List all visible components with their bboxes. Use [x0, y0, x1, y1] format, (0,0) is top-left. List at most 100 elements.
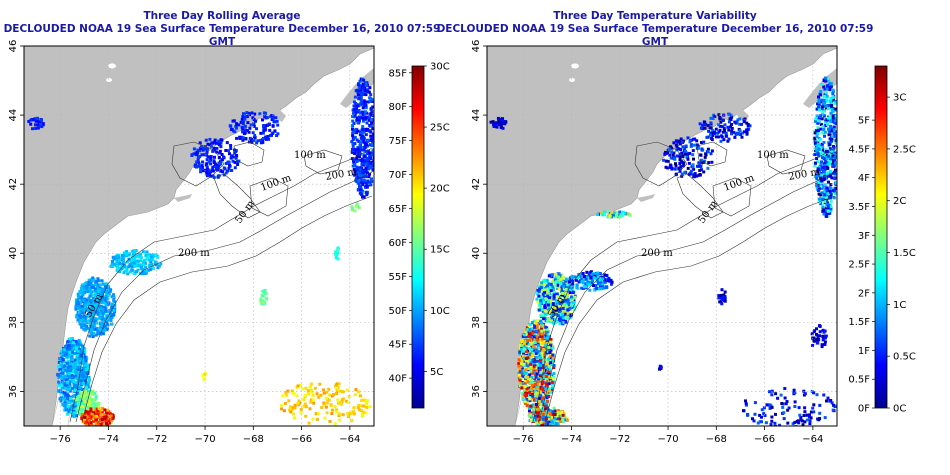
- sst-pixel: [517, 371, 521, 375]
- sst-pixel: [555, 295, 559, 299]
- sst-pixel: [83, 356, 87, 360]
- sst-pixel: [90, 413, 94, 416]
- sst-pixel: [98, 316, 102, 320]
- sst-pixel: [364, 159, 368, 163]
- sst-pixel: [309, 388, 313, 392]
- sst-pixel: [816, 160, 820, 164]
- sst-pixel: [824, 148, 828, 152]
- sst-pixel: [826, 211, 830, 215]
- sst-pixel: [259, 299, 263, 303]
- sst-pixel: [828, 137, 832, 141]
- sst-pixel: [81, 420, 85, 424]
- sst-pixel: [819, 179, 823, 183]
- sst-pixel: [829, 200, 833, 203]
- sst-pixel: [372, 156, 374, 159]
- sst-pixel: [100, 292, 104, 296]
- sst-pixel: [539, 394, 543, 398]
- sst-pixel: [38, 121, 42, 124]
- sst-pixel: [820, 167, 824, 171]
- sst-pixel: [587, 272, 591, 276]
- sst-pixel: [58, 357, 62, 361]
- sst-pixel: [558, 415, 562, 418]
- sst-pixel: [105, 314, 109, 318]
- sst-pixel: [542, 390, 546, 394]
- sst-pixel: [110, 265, 114, 268]
- sst-pixel: [833, 191, 837, 195]
- sst-pixel: [830, 149, 834, 153]
- sst-pixel: [543, 312, 547, 316]
- sst-pixel: [355, 178, 359, 182]
- sst-pixel: [566, 308, 570, 312]
- sst-pixel: [526, 356, 530, 360]
- sst-pixel: [27, 119, 31, 123]
- sst-pixel: [110, 314, 113, 318]
- sst-pixel: [57, 360, 61, 364]
- sst-pixel: [832, 186, 836, 190]
- sst-pixel: [524, 359, 528, 363]
- sst-pixel: [356, 147, 360, 151]
- sst-pixel: [86, 290, 90, 294]
- sst-pixel: [59, 399, 63, 403]
- colorbar-c-label: 30C: [430, 62, 450, 73]
- sst-pixel: [359, 188, 363, 192]
- sst-pixel: [572, 296, 576, 300]
- sst-pixel: [551, 353, 555, 357]
- sst-pixel: [76, 382, 80, 386]
- sst-pixel: [364, 185, 367, 189]
- sst-pixel: [518, 350, 522, 354]
- sst-pixel: [363, 169, 367, 173]
- sst-pixel: [141, 250, 145, 254]
- sst-pixel: [831, 92, 835, 96]
- sst-pixel: [364, 162, 368, 166]
- sst-pixel: [248, 136, 252, 140]
- sst-pixel: [201, 373, 205, 377]
- sst-pixel: [89, 313, 93, 317]
- sst-pixel: [822, 157, 826, 161]
- sst-pixel: [72, 394, 75, 398]
- sst-pixel: [71, 404, 75, 408]
- sst-pixel: [89, 300, 93, 304]
- sst-pixel: [90, 278, 94, 282]
- isobath-contour: [69, 147, 373, 423]
- sst-pixel: [229, 144, 233, 147]
- sst-pixel: [520, 359, 524, 363]
- sst-pixel: [73, 343, 77, 347]
- sst-pixel: [833, 177, 837, 181]
- sst-pixel: [535, 341, 539, 345]
- sst-pixel: [359, 130, 362, 134]
- sst-pixel: [352, 111, 356, 115]
- sst-pixel: [823, 158, 827, 162]
- sst-pixel: [823, 121, 827, 125]
- sst-pixel: [587, 281, 591, 285]
- sst-pixel: [718, 117, 722, 121]
- sst-pixel: [147, 258, 151, 262]
- sst-pixel: [534, 382, 537, 386]
- sst-pixel: [356, 119, 360, 123]
- sst-pixel: [212, 175, 216, 179]
- sst-pixel: [130, 261, 134, 265]
- sst-pixel: [834, 107, 837, 111]
- sst-pixel: [549, 338, 553, 341]
- sst-pixel: [691, 173, 695, 177]
- sst-pixel: [552, 372, 556, 376]
- sst-pixel: [679, 166, 683, 170]
- sst-pixel: [552, 288, 555, 292]
- sst-pixel: [325, 401, 329, 405]
- sst-pixel: [352, 160, 356, 164]
- sst-pixel: [252, 136, 256, 139]
- sst-pixel: [697, 173, 701, 177]
- sst-pixel: [102, 301, 106, 305]
- sst-pixel: [534, 366, 538, 370]
- sst-pixel: [147, 254, 151, 258]
- sst-pixel: [85, 423, 89, 426]
- sst-pixel: [553, 409, 557, 413]
- sst-pixel: [76, 398, 80, 401]
- sst-pixel: [92, 401, 96, 405]
- sst-pixel: [111, 294, 115, 298]
- sst-pixel: [77, 390, 81, 393]
- sst-pixel: [360, 157, 364, 161]
- sst-pixel: [522, 370, 526, 374]
- sst-pixel: [110, 418, 114, 422]
- sst-pixel: [575, 286, 579, 290]
- sst-pixel: [717, 135, 721, 139]
